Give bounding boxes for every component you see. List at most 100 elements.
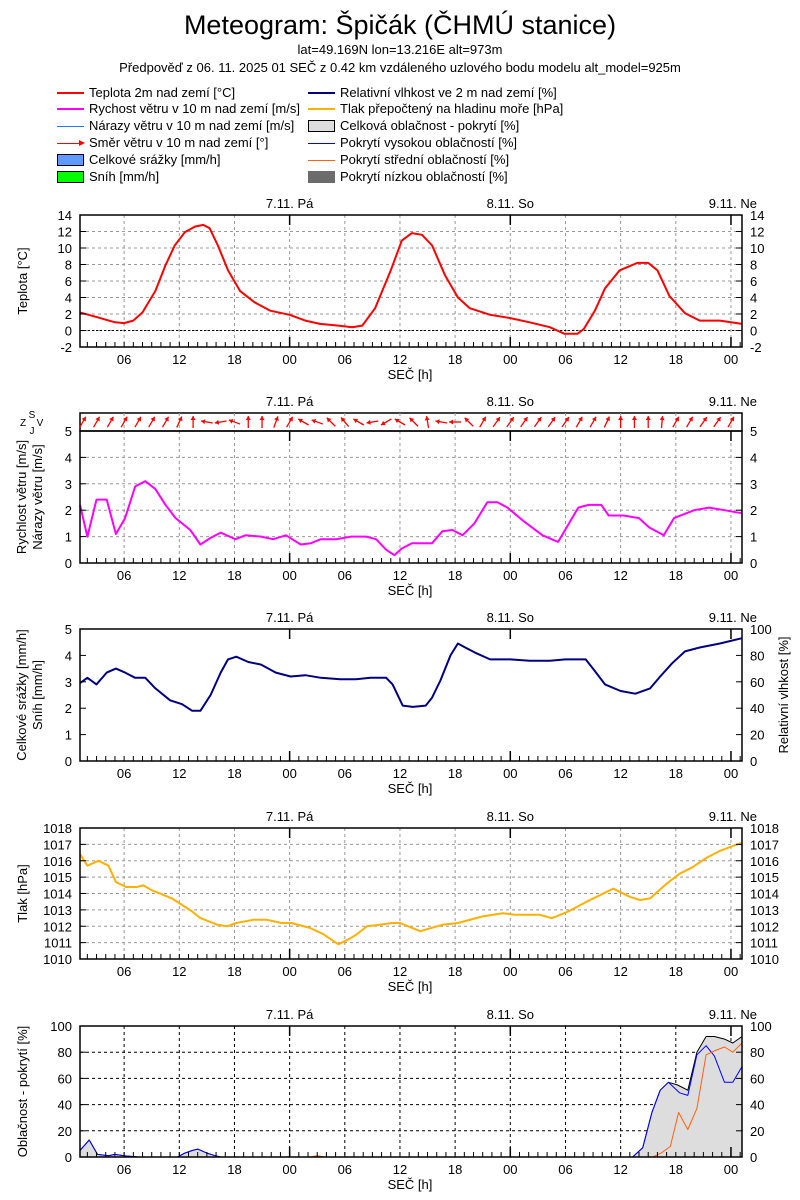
wind-arrow [727,416,735,428]
page-title: Meteogram: Špičák (ČHMÚ stanice) [183,10,617,40]
x-axis-label: SEČ [h] [388,367,433,382]
y2-tick-label: 10 [750,241,764,256]
y2-tick-label: 20 [750,728,764,743]
wind-arrow [190,416,196,428]
x-axis-label: SEČ [h] [388,781,433,796]
wind-arrow [435,419,448,425]
y2-tick-label: 0 [750,324,757,339]
wind-arrow [686,416,694,428]
wind-arrow [259,416,265,428]
day-label: 8.11. So [487,809,534,824]
legend-swatch-line [308,101,336,117]
y2-tick-label: -2 [750,340,762,355]
wind-arrow [603,416,610,428]
wind-arrow [134,416,142,428]
y2-tick-label: 1014 [750,887,779,902]
wind-arrow [618,416,624,428]
x-tick-label: 00 [724,1162,738,1177]
x-tick-label: 12 [172,766,186,781]
y-axis-label: Sníh [mm/h] [30,660,45,730]
x-tick-label: 06 [338,568,352,583]
x-tick-label: 00 [724,352,738,367]
y-tick-label: 14 [58,208,72,223]
y-tick-label: 0 [65,1150,72,1165]
legend-swatch-box [308,118,336,134]
wind-arrow [273,416,279,428]
wind-arrow [200,419,213,425]
x-tick-label: 18 [448,964,462,979]
chart-panel-3 [79,827,743,960]
y-tick-label: 10 [58,241,72,256]
day-label: 8.11. So [487,394,534,409]
compass-label-J: J [30,426,35,437]
x-tick-label: 00 [503,1162,517,1177]
y2-tick-label: 80 [750,1045,764,1060]
y2-tick-label: 80 [750,648,764,663]
wind-arrow [561,416,570,428]
x-tick-label: 18 [669,352,683,367]
wind-arrow [106,416,114,428]
y2-tick-label: 1013 [750,903,779,918]
x-tick-label: 12 [393,766,407,781]
wind-arrow [92,416,101,428]
x-tick-label: 06 [117,568,131,583]
plot-frame [79,628,743,762]
wind-arrow [672,416,680,428]
y2-tick-label: 1 [750,530,757,545]
x-tick-label: 18 [669,568,683,583]
y-tick-label: 1014 [43,887,72,902]
y-tick-label: 1 [65,728,72,743]
x-tick-label: 06 [558,568,572,583]
x-tick-label: 12 [393,568,407,583]
x-tick-label: 18 [227,352,241,367]
y-axis-label: Tlak [hPa] [15,864,30,923]
day-label: 7.11. Pá [266,196,314,211]
legend-label: Nárazy větru v 10 m nad zemí [m/s] [89,118,295,133]
y-tick-label: 2 [65,503,72,518]
x-tick-label: 00 [282,352,296,367]
x-tick-label: 00 [282,766,296,781]
y2-tick-label: 1011 [750,936,778,951]
y-tick-label: 0 [65,754,72,769]
series-line-2 [652,1042,743,1158]
y2-tick-label: 20 [750,1124,764,1139]
x-tick-label: 00 [503,352,517,367]
y-axis-label: Nárazy větru [m/s] [30,444,45,549]
y-tick-label: 1012 [43,919,72,934]
wind-arrow [228,418,241,425]
wind-arrow [464,417,474,427]
y-tick-label: -2 [60,340,72,355]
x-tick-label: 12 [172,352,186,367]
y2-tick-label: 1018 [750,821,779,836]
y-tick-label: 1 [65,530,72,545]
wind-arrow [645,416,651,428]
y-tick-label: 60 [58,1071,72,1086]
y2-tick-label: 0 [750,754,757,769]
wind-arrow [148,416,156,428]
x-tick-label: 06 [117,964,131,979]
y-tick-label: 3 [65,477,72,492]
wind-arrow [176,416,183,428]
x-axis-label: SEČ [h] [388,1177,433,1192]
wind-arrow [380,418,392,426]
day-label: 7.11. Pá [266,809,314,824]
wind-arrow [659,415,665,429]
y-tick-label: 5 [65,424,72,439]
x-tick-label: 12 [613,568,627,583]
y-tick-label: 40 [58,1098,72,1113]
day-label: 8.11. So [487,610,534,625]
y2-tick-label: 40 [750,701,764,716]
wind-arrow [424,415,430,429]
wind-arrow [533,416,542,428]
x-tick-label: 06 [558,352,572,367]
wind-arrow [409,417,419,427]
chart-panel-0 [79,214,743,348]
legend-label: Relativní vlhkost ve 2 m nad zemí [%] [340,85,557,100]
y2-tick-label: 2 [750,307,757,322]
x-tick-label: 18 [227,964,241,979]
y-tick-label: 20 [58,1124,72,1139]
legend-swatch-thin [57,118,85,134]
y2-tick-label: 60 [750,675,764,690]
y-tick-label: 4 [65,648,72,663]
y2-tick-label: 1010 [750,952,779,967]
